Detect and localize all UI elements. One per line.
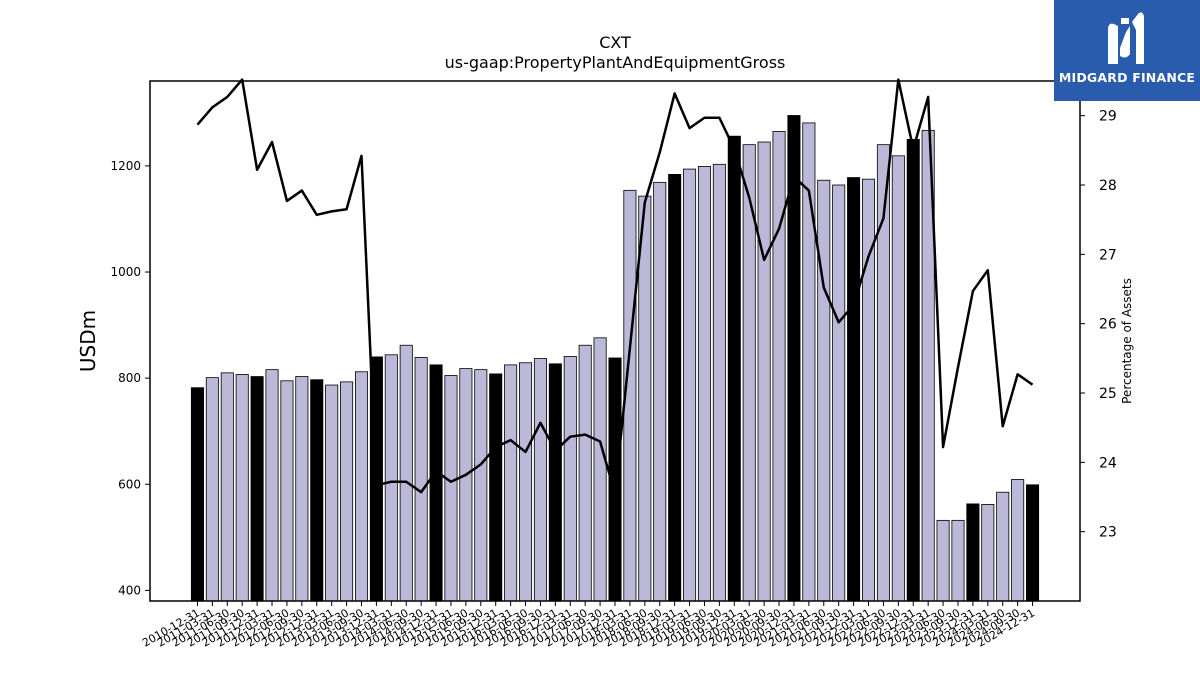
y-tick-label-600: 600	[118, 477, 141, 491]
bar-2024-03-31	[981, 504, 995, 602]
bar-2015-12-31	[489, 373, 503, 602]
bar-2014-03-31	[384, 354, 398, 602]
percentage-line	[196, 78, 1034, 495]
bar-2013-09-30	[354, 371, 369, 602]
y-tick-label-1000: 1000	[110, 265, 141, 279]
bar-2020-09-30	[772, 131, 786, 602]
bar-2019-09-30	[712, 163, 726, 602]
y2-tick-label-28: 28	[1099, 178, 1117, 194]
left-axis-ticks: 400 600 800 1000 1200	[110, 159, 150, 597]
y2-axis-label: Percentage of Assets	[1120, 278, 1134, 404]
bar-2013-03-31	[325, 384, 339, 602]
y2-tick-label-23: 23	[1099, 525, 1117, 541]
bar-2014-09-30	[414, 357, 428, 602]
bar-2017-03-31	[563, 355, 577, 602]
bar-2023-09-30	[951, 519, 965, 602]
y-tick-label-800: 800	[118, 371, 141, 385]
bar-2019-06-30	[697, 166, 711, 602]
bar-2019-12-31	[727, 135, 741, 602]
y-tick-label-400: 400	[118, 583, 141, 597]
bar-2012-12-31	[310, 379, 324, 602]
bar-2018-06-30	[638, 195, 652, 602]
bar-2010-12-31	[190, 387, 204, 602]
right-axis-ticks: 23 24 25 26 27 28 29	[1080, 109, 1117, 541]
bar-series	[190, 115, 1040, 602]
bar-2023-06-30	[936, 519, 950, 602]
bar-2012-09-30	[295, 376, 309, 602]
bar-2018-09-30	[653, 181, 667, 602]
bar-2024-06-30	[996, 491, 1010, 602]
y-axis-label: USDm	[76, 310, 100, 372]
y-tick-label-1200: 1200	[110, 159, 141, 173]
bar-2020-06-30	[757, 141, 771, 602]
bar-2024-12-31	[1026, 484, 1040, 602]
bar-2013-06-30	[340, 381, 354, 602]
bar-2015-09-30	[474, 369, 488, 602]
y2-tick-label-24: 24	[1099, 455, 1117, 471]
bar-2011-09-30	[235, 374, 249, 602]
chart-subtitle: us-gaap:PropertyPlantAndEquipmentGross	[445, 53, 786, 72]
bar-2016-09-30	[533, 358, 547, 602]
bar-2011-03-31	[205, 377, 219, 602]
y2-tick-label-25: 25	[1099, 386, 1117, 402]
bar-2017-09-30	[593, 337, 607, 602]
bar-2014-12-31	[429, 364, 443, 602]
bar-2014-06-30	[399, 344, 413, 602]
bar-2015-06-30	[459, 368, 473, 602]
bar-2016-03-31	[504, 364, 518, 602]
x-axis-ticks: 2010-12-312011-03-312011-06-302011-09-30…	[140, 601, 1037, 650]
bar-2021-12-31	[847, 177, 861, 602]
bar-2022-09-30	[891, 155, 905, 602]
line-series	[196, 78, 1034, 495]
bar-2022-12-31	[906, 138, 920, 602]
brand-logo: MIDGARD FINANCE	[1054, 0, 1200, 101]
bar-2012-06-30	[280, 380, 294, 602]
bar-2016-06-30	[519, 362, 533, 602]
midgard-m-logo-icon	[1108, 12, 1144, 65]
y2-tick-label-26: 26	[1099, 317, 1117, 333]
bar-2012-03-31	[265, 369, 279, 602]
chart-title: CXT	[599, 33, 631, 52]
bar-2018-12-31	[668, 173, 682, 602]
bar-2017-06-30	[578, 344, 592, 602]
bar-2016-12-31	[548, 363, 562, 602]
bar-2015-03-31	[444, 375, 458, 602]
y2-tick-label-29: 29	[1099, 109, 1117, 125]
brand-name: MIDGARD FINANCE	[1058, 70, 1196, 85]
y2-tick-label-27: 27	[1099, 247, 1117, 263]
bar-2021-09-30	[832, 184, 846, 602]
bar-2011-06-30	[220, 372, 234, 602]
bar-2019-03-31	[683, 168, 697, 602]
bar-2023-12-31	[966, 503, 980, 602]
bar-2021-06-30	[817, 179, 831, 602]
bar-2011-12-31	[250, 376, 264, 602]
bar-2024-09-30	[1011, 479, 1025, 602]
